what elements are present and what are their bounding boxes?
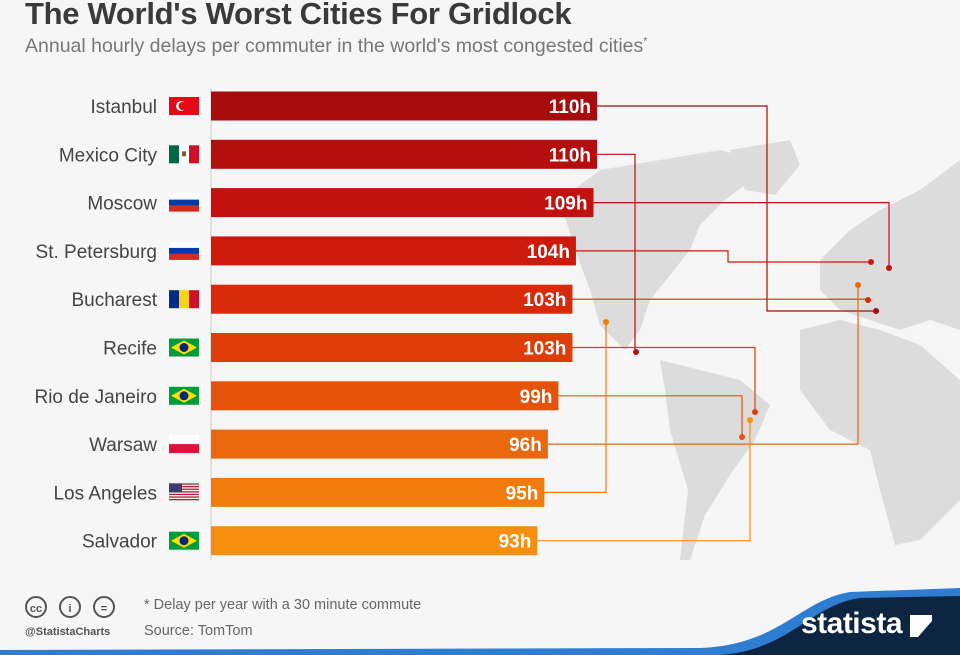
africa (800, 320, 960, 545)
bar (211, 139, 597, 169)
city-dot (855, 282, 861, 288)
bar (211, 381, 559, 411)
connector-line (572, 346, 756, 412)
twitter-handle[interactable]: @StatistaCharts (25, 626, 111, 638)
bar (211, 188, 594, 218)
brazil-flag-icon (169, 338, 199, 357)
no-derivatives-icon: = (93, 596, 115, 618)
greenland (730, 140, 800, 195)
connector-line (558, 395, 743, 437)
connector-line (544, 322, 607, 493)
north-america (560, 150, 760, 350)
city-dot (868, 259, 874, 265)
bar (211, 236, 576, 266)
value-label: 110h (549, 97, 591, 118)
bar (211, 284, 573, 314)
brazil-flag-icon (169, 531, 199, 550)
source[interactable]: Source: TomTom (144, 623, 253, 639)
attribution-icon: i (59, 596, 81, 618)
subtitle-text: Annual hourly delays per commuter in the… (25, 35, 644, 57)
category-label: Rio de Janeiro (34, 387, 157, 408)
connector-line (575, 250, 871, 263)
category-label: Istanbul (90, 97, 157, 118)
category-label: Los Angeles (53, 483, 157, 504)
usa-flag-icon (169, 483, 199, 501)
russia-flag-icon (169, 193, 199, 212)
value-label: 104h (527, 242, 570, 263)
chart-title: The World's Worst Cities For Gridlock (25, 0, 572, 31)
city-dot (873, 308, 879, 314)
category-label: Recife (103, 339, 157, 360)
europe-asia (820, 160, 960, 330)
city-dot (865, 297, 871, 303)
city-dot (886, 265, 892, 271)
category-label: Salvador (82, 532, 158, 553)
category-label: Moscow (87, 194, 157, 215)
connector-line (547, 285, 859, 445)
city-dot (603, 319, 609, 325)
value-label: 93h (499, 532, 532, 553)
category-label: Mexico City (59, 145, 158, 166)
city-dot (752, 409, 758, 415)
value-label: 96h (509, 435, 542, 456)
bar (211, 429, 548, 459)
category-label: Bucharest (71, 290, 157, 311)
connector-line (597, 105, 876, 312)
chart-subtitle: Annual hourly delays per commuter in the… (25, 35, 648, 58)
connector-line (593, 202, 890, 268)
value-label: 109h (544, 194, 587, 215)
cc-icon: cc (25, 596, 47, 618)
value-label: 110h (549, 145, 591, 166)
subtitle-mark: * (643, 35, 648, 48)
city-dot (633, 349, 639, 355)
bar (211, 91, 597, 121)
poland-flag-icon (169, 435, 199, 454)
russia-flag-icon (169, 241, 199, 260)
category-label: Warsaw (89, 435, 157, 456)
south-america (660, 360, 770, 560)
romania-flag-icon (169, 290, 199, 309)
value-label: 103h (523, 290, 566, 311)
value-label: 103h (523, 339, 566, 360)
statista-logo[interactable]: statista (800, 607, 903, 640)
bar (211, 526, 538, 556)
connector-line (537, 420, 751, 542)
city-dot (747, 417, 753, 423)
value-label: 99h (520, 387, 553, 408)
bar (211, 333, 573, 362)
turkey-flag-icon (169, 97, 199, 115)
mexico-flag-icon (169, 145, 199, 164)
footnote: * Delay per year with a 30 minute commut… (144, 597, 422, 613)
brazil-flag-icon (169, 386, 199, 405)
city-dot (739, 434, 745, 440)
value-label: 95h (506, 483, 539, 504)
bar (211, 477, 545, 507)
category-label: St. Petersburg (36, 242, 157, 263)
